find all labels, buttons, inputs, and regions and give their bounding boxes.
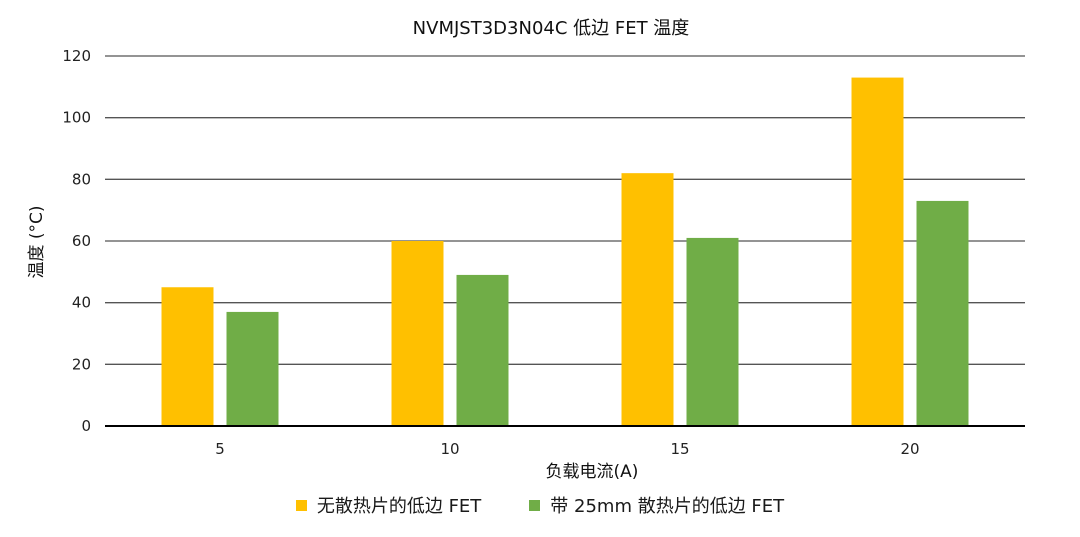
x-axis-label: 负载电流(A)	[546, 462, 639, 482]
y-tick-label: 120	[62, 47, 91, 65]
x-tick-label: 20	[900, 440, 919, 458]
legend-label: 无散热片的低边 FET	[316, 496, 482, 517]
x-axis-ticks: 5 10 15 20	[215, 440, 919, 458]
y-tick-label: 100	[62, 109, 91, 127]
legend-item-no-heatsink: 无散热片的低边 FET	[295, 492, 482, 518]
bar-with-heatsink-20	[916, 200, 969, 426]
bar-no-heatsink-20	[851, 77, 904, 426]
x-tick-label: 10	[440, 440, 459, 458]
bar-chart: NVMJST3D3N04C 低边 FET 温度 020406080100120 …	[27, 18, 1025, 482]
x-tick-label: 5	[215, 440, 225, 458]
y-tick-label: 40	[72, 294, 91, 312]
bar-no-heatsink-15	[621, 173, 674, 426]
bar-no-heatsink-10	[391, 241, 444, 426]
y-tick-label: 20	[72, 355, 91, 373]
y-tick-label: 60	[72, 232, 91, 250]
legend: 无散热片的低边 FET 带 25mm 散热片的低边 FET	[0, 492, 1080, 518]
chart-title: NVMJST3D3N04C 低边 FET 温度	[413, 18, 690, 39]
legend-swatch-yellow	[295, 499, 307, 511]
y-tick-label: 80	[72, 170, 91, 188]
legend-swatch-green	[529, 499, 541, 511]
bar-with-heatsink-15	[686, 237, 739, 426]
bar-with-heatsink-5	[226, 311, 279, 426]
bar-with-heatsink-10	[456, 274, 509, 426]
x-tick-label: 15	[670, 440, 689, 458]
y-tick-label: 0	[81, 417, 91, 435]
y-axis-ticks: 0 20 40 60 80 100 120	[62, 47, 91, 435]
legend-item-with-heatsink: 带 25mm 散热片的低边 FET	[529, 492, 784, 518]
legend-label: 带 25mm 散热片的低边 FET	[550, 496, 785, 517]
bar-no-heatsink-5	[161, 287, 214, 426]
bars	[105, 77, 1025, 427]
y-axis-label: 温度 (°C)	[27, 205, 47, 278]
